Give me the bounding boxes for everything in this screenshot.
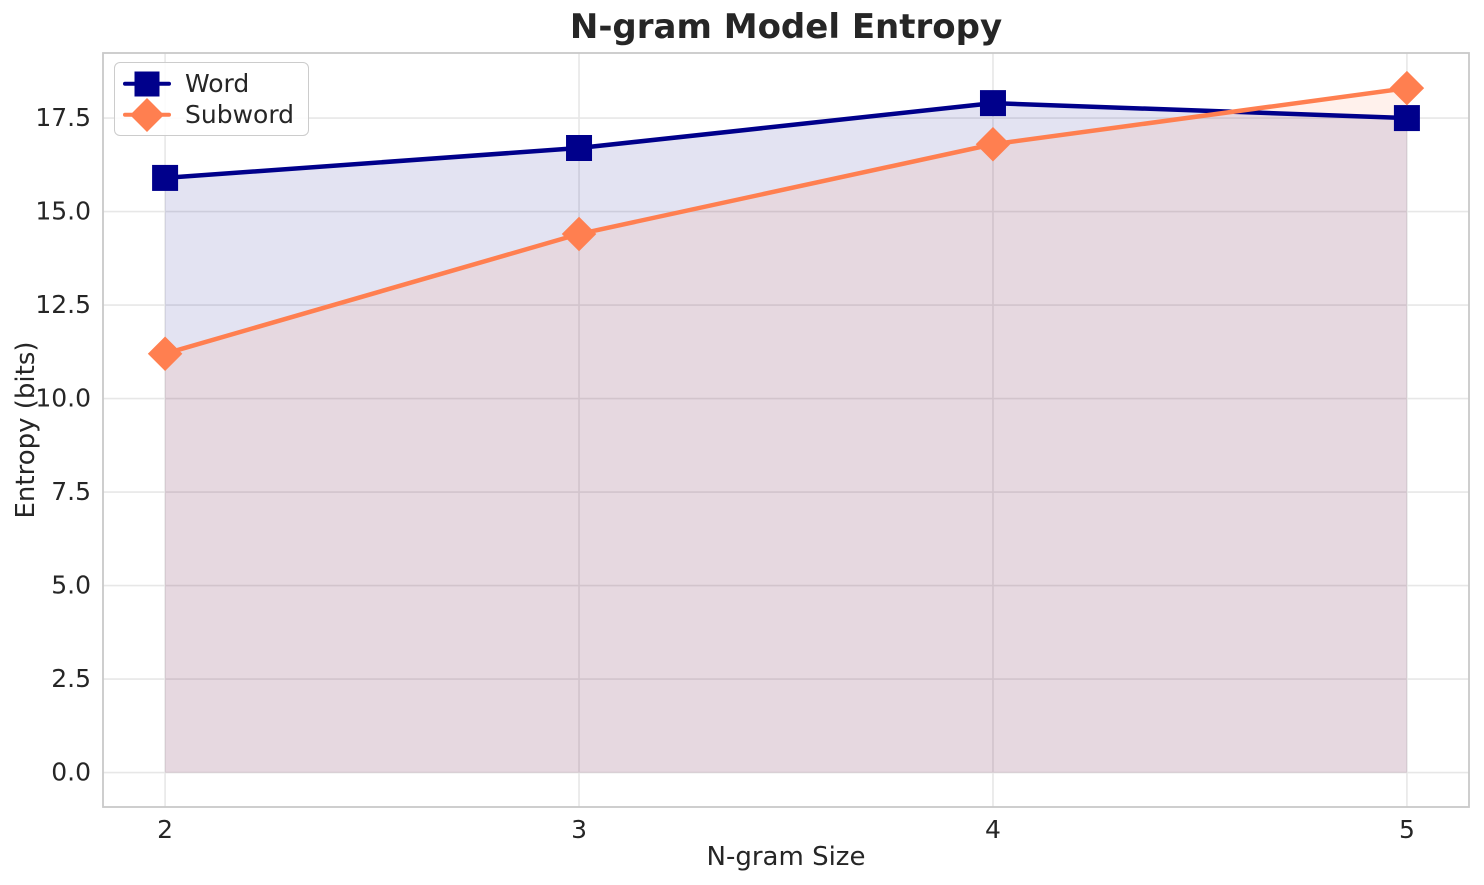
legend-label: Word	[185, 69, 250, 98]
y-tick-label: 2.5	[51, 664, 91, 693]
series-line-word	[162, 100, 1410, 181]
chart-title: N-gram Model Entropy	[569, 7, 1003, 47]
legend-item-word: Word	[123, 68, 294, 99]
data-point-subword	[561, 216, 597, 252]
word-square-marker-icon	[123, 67, 171, 101]
series-line-subword	[162, 85, 1410, 356]
subword-diamond-marker-icon	[123, 97, 171, 132]
y-tick-label: 5.0	[51, 571, 91, 600]
y-tick-label: 17.5	[35, 103, 91, 132]
y-tick-label: 10.0	[35, 384, 91, 413]
y-tick-label: 12.5	[35, 290, 91, 319]
x-tick-label: 5	[1399, 815, 1415, 844]
x-tick-label: 4	[985, 815, 1001, 844]
data-point-word	[1393, 105, 1420, 132]
legend: Word Subword	[114, 62, 310, 136]
y-tick-label: 7.5	[51, 477, 91, 506]
legend-label: Subword	[185, 100, 295, 129]
data-point-word	[566, 134, 593, 161]
plot-border	[102, 52, 1470, 808]
x-tick-label: 2	[157, 815, 173, 844]
y-tick-label: 15.0	[35, 197, 91, 226]
data-point-word	[979, 90, 1006, 117]
series-fill-subword	[165, 88, 1407, 773]
x-axis-label: N-gram Size	[706, 842, 866, 872]
data-point-word	[152, 164, 179, 191]
series-fill-word	[165, 103, 1407, 773]
y-tick-label: 0.0	[51, 758, 91, 787]
y-axis-label: Entropy (bits)	[11, 341, 41, 519]
legend-item-subword: Subword	[123, 97, 295, 132]
x-tick-label: 3	[571, 815, 587, 844]
